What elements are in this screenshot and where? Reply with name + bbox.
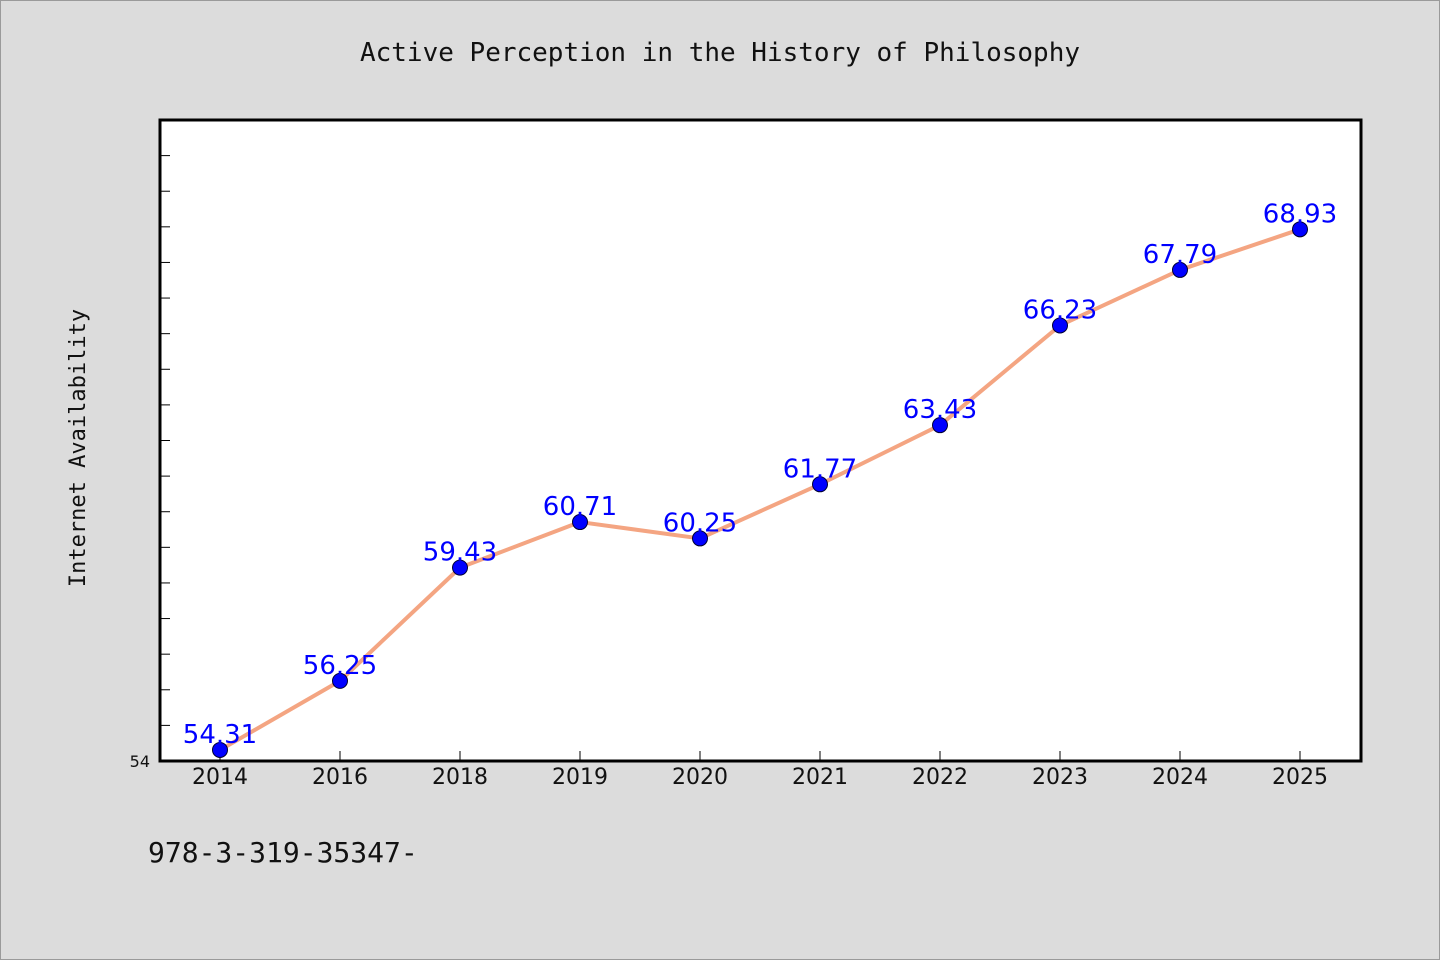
- data-point: [452, 559, 468, 576]
- data-label: 60.71: [543, 492, 617, 522]
- x-tick-label: 2022: [912, 765, 968, 790]
- data-label: 59.43: [423, 538, 497, 568]
- x-tick-label: 2014: [192, 765, 248, 790]
- data-point: [932, 417, 948, 434]
- series-line: [219, 227, 1301, 752]
- chart-title: Active Perception in the History of Phil…: [360, 38, 1080, 68]
- x-tick-label: 2020: [672, 765, 728, 790]
- data-point: [812, 476, 828, 493]
- series-layer: 54.31 56.25 59.43 60.71 60.25 61.77 63.43 66.23…: [183, 199, 1337, 758]
- x-tick-label: 2023: [1032, 765, 1088, 790]
- x-tick-label: 2016: [312, 765, 368, 790]
- y-axis-ticks: [160, 155, 170, 726]
- footer-text: 978-3-319-35347-: [148, 836, 418, 869]
- x-tick-label: 2025: [1272, 765, 1328, 790]
- x-tick-label: 2018: [432, 765, 488, 790]
- data-point: [572, 514, 588, 531]
- x-tick-label: 2021: [792, 765, 848, 790]
- data-point: [332, 672, 348, 689]
- data-label: 60.25: [663, 508, 737, 538]
- data-point: [692, 530, 708, 547]
- data-label: 56.25: [303, 651, 377, 681]
- data-label: 66.23: [1023, 295, 1097, 325]
- data-point: [1052, 317, 1068, 334]
- data-point: [1172, 261, 1188, 278]
- data-label: 61.77: [783, 454, 857, 484]
- data-label: 63.43: [903, 395, 977, 425]
- y-axis-label: Internet Availability: [66, 309, 91, 587]
- x-tick-label: 2024: [1152, 765, 1208, 790]
- x-tick-label: 2019: [552, 765, 608, 790]
- data-point: [212, 741, 228, 758]
- data-point: [1292, 221, 1308, 238]
- data-label: 54.31: [183, 720, 257, 750]
- data-label: 68.93: [1263, 199, 1337, 229]
- data-label: 67.79: [1143, 240, 1217, 270]
- y-tick-label: 54: [130, 752, 150, 771]
- x-axis: 2014 2016 2018 2019 2020 2021 2022 2023 2024 2025: [192, 751, 1328, 790]
- plot-area: [158, 118, 1363, 763]
